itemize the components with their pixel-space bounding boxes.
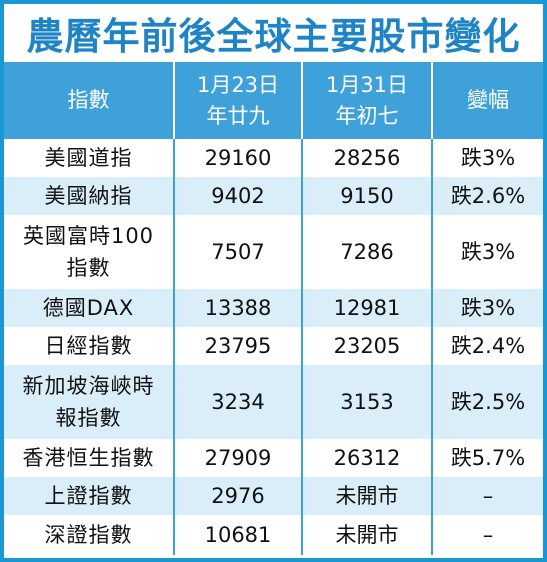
jan31-value: 28256 (302, 139, 433, 177)
index-name: 英國富時100 (22, 224, 155, 248)
index-name-cell: 英國富時100 指數 (4, 215, 175, 289)
index-name: 美國道指 (44, 146, 133, 170)
header-change: 變幅 (432, 62, 543, 139)
change-value: 跌3% (432, 215, 543, 289)
index-name: 香港恒生指數 (22, 446, 155, 470)
index-name-cell: 美國納指 (4, 177, 175, 215)
page-title: 農曆年前後全球主要股市變化 (26, 15, 521, 58)
index-name-cell: 日經指數 (4, 327, 175, 365)
index-name: 新加坡海峽時 (22, 374, 155, 398)
index-name-cell: 上證指數 (4, 477, 175, 515)
header-row: 指數 1月23日 年廿九 1月31日 年初七 變幅 (4, 62, 543, 139)
table-row: 深證指數 10681 未開市 – (4, 515, 543, 555)
jan23-value: 10681 (174, 515, 303, 555)
change-value: 跌2.5% (432, 365, 543, 439)
header-index-label: 指數 (67, 88, 110, 112)
jan31-value: 26312 (302, 439, 433, 477)
table-row: 美國道指 29160 28256 跌3% (4, 139, 543, 177)
change-value: 跌3% (432, 289, 543, 327)
change-value: – (432, 477, 543, 515)
table-row: 德國DAX 13388 12981 跌3% (4, 289, 543, 327)
index-name-cell: 美國道指 (4, 139, 175, 177)
jan31-value: 3153 (302, 365, 433, 439)
index-name: 美國納指 (44, 184, 133, 208)
index-name-cell: 深證指數 (4, 515, 175, 555)
header-jan23-date: 1月23日 (196, 72, 280, 97)
jan23-value: 23795 (174, 327, 303, 365)
index-name-cell: 香港恒生指數 (4, 439, 175, 477)
index-name-cell: 新加坡海峽時 報指數 (4, 365, 175, 439)
jan23-value: 27909 (174, 439, 303, 477)
jan23-value: 7507 (174, 215, 303, 289)
jan23-value: 3234 (174, 365, 303, 439)
index-name: 指數 (66, 256, 111, 280)
change-value: 跌2.6% (432, 177, 543, 215)
index-name: 報指數 (55, 406, 122, 430)
jan31-value: 7286 (302, 215, 433, 289)
header-index: 指數 (4, 62, 175, 139)
change-value: 跌2.4% (432, 327, 543, 365)
jan23-value: 9402 (174, 177, 303, 215)
header-jan23: 1月23日 年廿九 (174, 62, 303, 139)
table-row: 日經指數 23795 23205 跌2.4% (4, 327, 543, 365)
table-row: 香港恒生指數 27909 26312 跌5.7% (4, 439, 543, 477)
jan23-value: 2976 (174, 477, 303, 515)
jan31-value: 未開市 (302, 477, 433, 515)
table-row: 英國富時100 指數 7507 7286 跌3% (4, 215, 543, 289)
table-row: 新加坡海峽時 報指數 3234 3153 跌2.5% (4, 365, 543, 439)
jan31-value: 12981 (302, 289, 433, 327)
jan23-value: 13388 (174, 289, 303, 327)
table-row: 美國納指 9402 9150 跌2.6% (4, 177, 543, 215)
table-row: 上證指數 2976 未開市 – (4, 477, 543, 515)
jan31-value: 未開市 (302, 515, 433, 555)
table-body: 美國道指 29160 28256 跌3% 美國納指 9402 9150 跌2.6% 英國富時10… (4, 139, 543, 555)
change-value: – (432, 515, 543, 555)
header-jan23-lunar: 年廿九 (206, 103, 270, 128)
index-name: 日經指數 (44, 334, 133, 358)
change-value: 跌5.7% (432, 439, 543, 477)
change-value: 跌3% (432, 139, 543, 177)
header-jan31-date: 1月31日 (325, 72, 409, 97)
stock-index-table: 指數 1月23日 年廿九 1月31日 年初七 變幅 美國道指 29160 28256… (4, 62, 543, 555)
jan31-value: 23205 (302, 327, 433, 365)
header-jan31-lunar: 年初七 (335, 103, 399, 128)
header-change-label: 變幅 (467, 88, 509, 112)
index-name: 上證指數 (44, 484, 133, 508)
index-name: 德國DAX (42, 296, 135, 320)
index-name: 深證指數 (44, 523, 133, 547)
index-name-cell: 德國DAX (4, 289, 175, 327)
header-jan31: 1月31日 年初七 (302, 62, 433, 139)
jan23-value: 29160 (174, 139, 303, 177)
jan31-value: 9150 (302, 177, 433, 215)
